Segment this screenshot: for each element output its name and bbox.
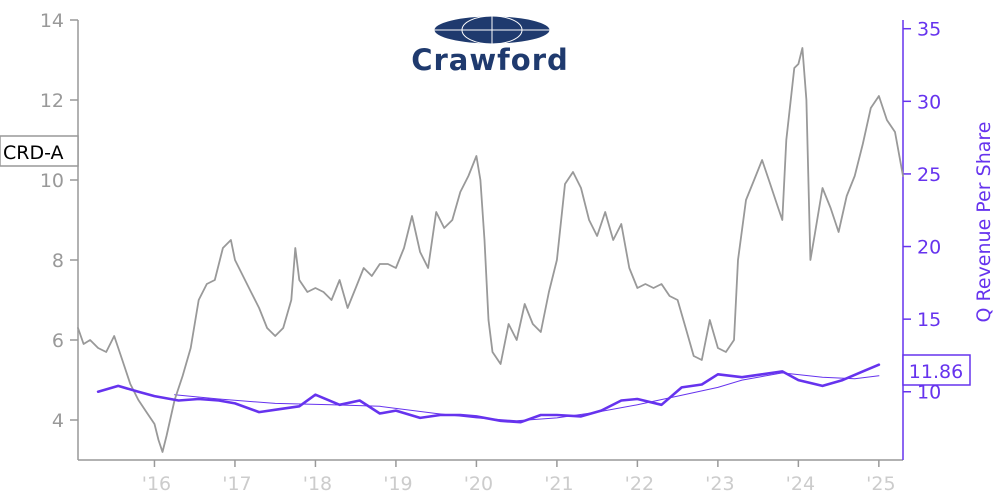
left-tick-label: 6: [52, 330, 64, 352]
series-line-crd-a: [77, 47, 904, 453]
x-tick-label: '18: [303, 473, 332, 495]
x-tick-label: '16: [142, 473, 171, 495]
right-tick-label: 20: [917, 237, 941, 259]
globe-icon: [433, 15, 551, 45]
axes-group: 4 6 8 10 12 14 10 15 20 25 30 35 '16 '17 '18 '19 '20 '21 '…: [40, 10, 941, 495]
series-group: [77, 47, 904, 453]
x-tick-label: '17: [222, 473, 251, 495]
x-tick-label: '23: [705, 473, 734, 495]
x-tick-label: '20: [464, 473, 493, 495]
left-tick-label: 14: [40, 10, 64, 32]
logo-text: Crawford: [411, 43, 569, 77]
right-tick-label: 10: [917, 382, 941, 404]
right-axis-label: Q Revenue Per Share: [973, 122, 995, 323]
x-tick-label: '22: [625, 473, 654, 495]
left-tick-label: 10: [40, 170, 64, 192]
price-tag-label: CRD-A: [3, 142, 64, 164]
x-tick-label: '19: [383, 473, 412, 495]
left-tick-label: 12: [40, 90, 64, 112]
revenue-tag-label: 11.86: [909, 361, 963, 383]
x-tick-label: '24: [786, 473, 815, 495]
right-tick-label: 15: [917, 309, 941, 331]
series-line-trend: [174, 372, 880, 422]
right-tick-label: 35: [917, 19, 941, 41]
crawford-logo: Crawford: [411, 15, 569, 77]
revenue-tag: 11.86: [902, 354, 971, 386]
left-tick-label: 4: [52, 410, 64, 432]
x-tick-label: '21: [544, 473, 573, 495]
right-tick-label: 30: [917, 91, 941, 113]
right-tick-label: 25: [917, 164, 941, 186]
left-tick-label: 8: [52, 250, 64, 272]
series-line-q-revenue-per-share: [96, 363, 881, 424]
x-tick-label: '25: [866, 473, 895, 495]
price-tag: CRD-A: [0, 135, 79, 167]
